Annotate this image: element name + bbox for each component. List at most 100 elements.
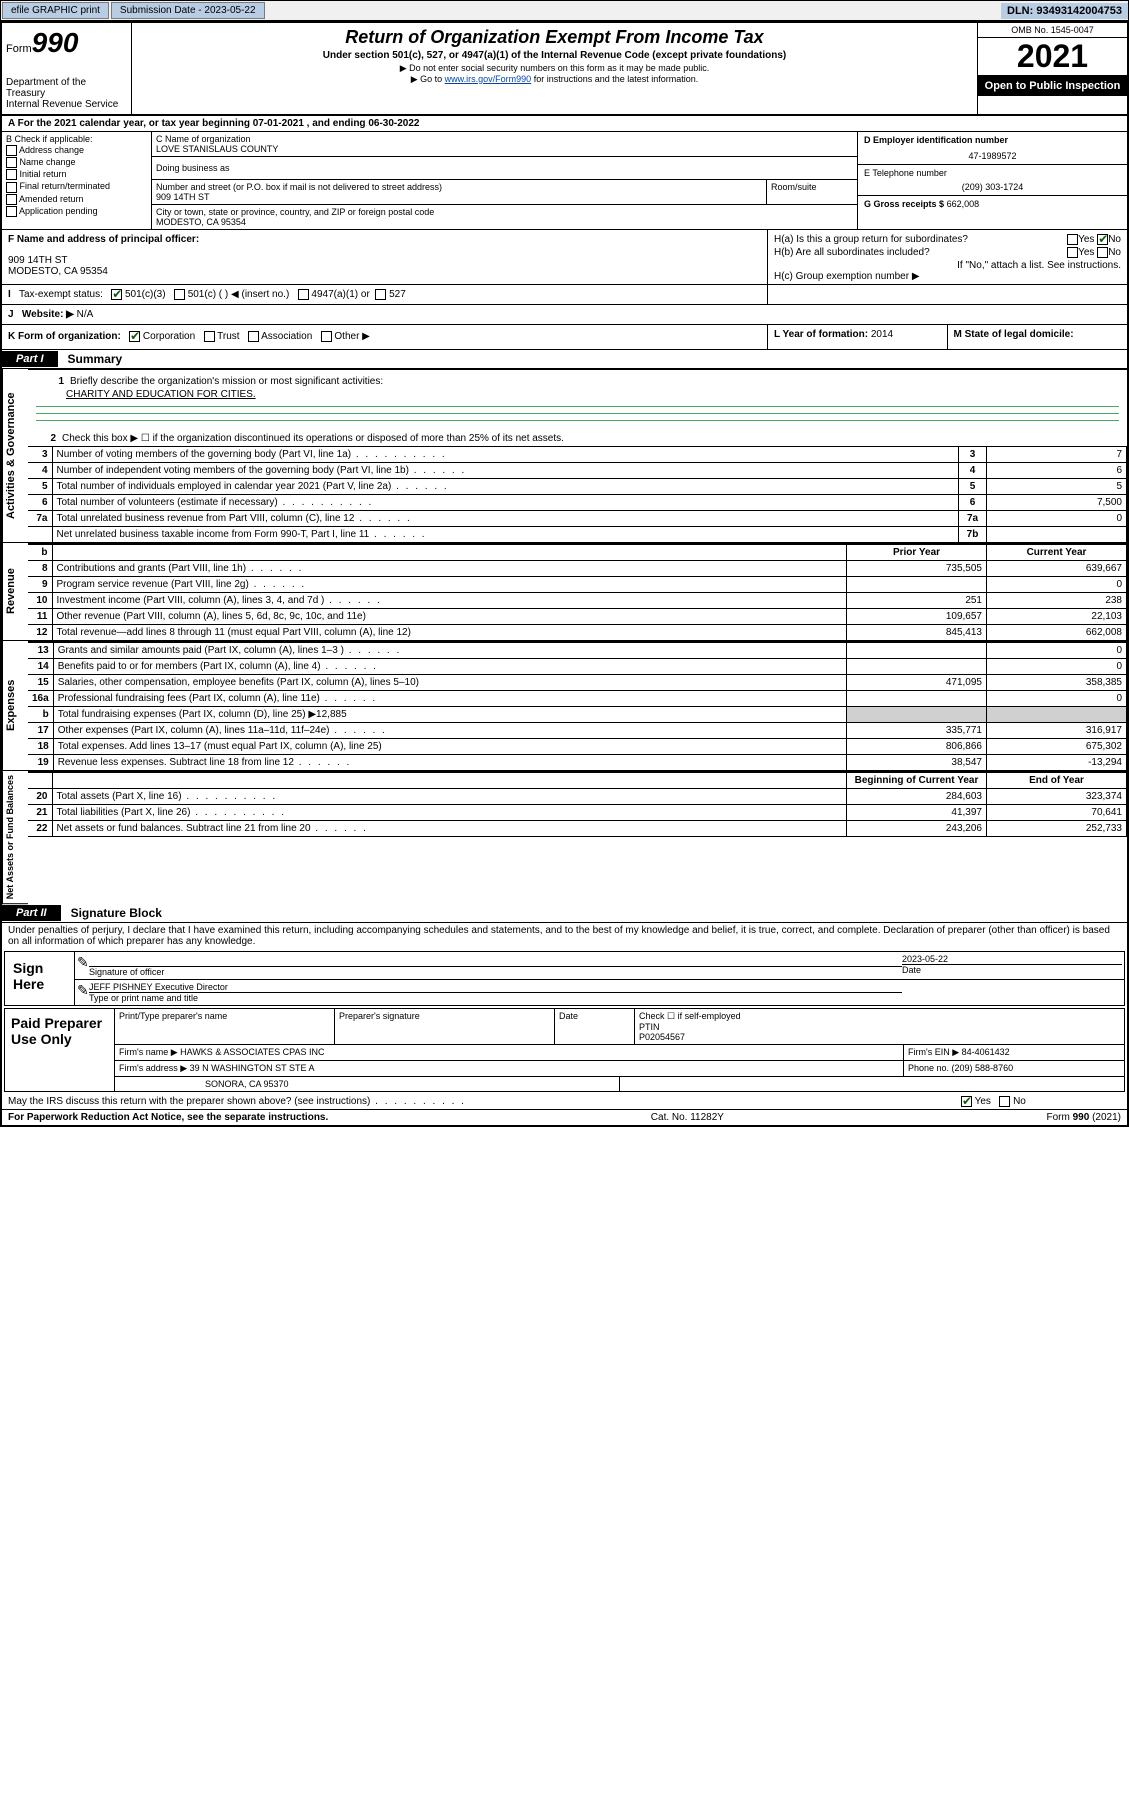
header-right: OMB No. 1545-0047 2021 Open to Public In… <box>977 23 1127 114</box>
may-irs-yes-checkbox[interactable] <box>961 1096 972 1107</box>
summary-body: Activities & Governance 1 Briefly descri… <box>2 369 1127 904</box>
self-employed-check: Check ☐ if self-employed <box>639 1011 1120 1022</box>
form-title: Return of Organization Exempt From Incom… <box>136 27 973 48</box>
net-assets-table: Beginning of Current YearEnd of Year 20T… <box>28 772 1127 837</box>
table-row: 13Grants and similar amounts paid (Part … <box>28 642 1127 658</box>
preparer-row-3: Firm's address ▶ 39 N WASHINGTON ST STE … <box>115 1061 1124 1077</box>
firm-city: SONORA, CA 95370 <box>115 1077 620 1091</box>
part-ii-badge: Part II <box>2 905 61 921</box>
officer-name-label: Type or print name and title <box>89 992 902 1003</box>
net-assets-lines: Beginning of Current YearEnd of Year 20T… <box>28 771 1127 904</box>
hb-note: If "No," attach a list. See instructions… <box>774 260 1121 271</box>
firm-ein: Firm's EIN ▶ 84-4061432 <box>904 1045 1124 1060</box>
chk-name-change[interactable]: Name change <box>6 157 147 168</box>
preparer-ptin-cell: Check ☐ if self-employed PTINP02054567 <box>635 1009 1124 1044</box>
table-row: 3Number of voting members of the governi… <box>28 446 1127 462</box>
chk-4947a1[interactable] <box>298 289 309 300</box>
preparer-row-4: SONORA, CA 95370 <box>115 1077 1124 1091</box>
chk-527[interactable] <box>375 289 386 300</box>
chk-association[interactable] <box>248 331 259 342</box>
may-irs-no-checkbox[interactable] <box>999 1096 1010 1107</box>
header-left: Form990 Department of the Treasury Inter… <box>2 23 132 114</box>
table-row: 10Investment income (Part VIII, column (… <box>28 592 1127 608</box>
sign-date-label: Date <box>902 964 1122 975</box>
box-c: C Name of organization LOVE STANISLAUS C… <box>152 132 857 229</box>
table-row: 20Total assets (Part X, line 16)284,6033… <box>28 788 1127 804</box>
ha-label: H(a) Is this a group return for subordin… <box>774 234 968 245</box>
part-ii-title: Signature Block <box>61 904 172 922</box>
mission-text: CHARITY AND EDUCATION FOR CITIES. <box>36 389 1119 400</box>
org-name-value: LOVE STANISLAUS COUNTY <box>156 144 853 154</box>
part-i-title: Summary <box>58 350 133 368</box>
street-cell: Number and street (or P.O. box if mail i… <box>152 180 767 205</box>
table-row: 6Total number of volunteers (estimate if… <box>28 494 1127 510</box>
form-990-footer: Form 990 (2021) <box>1047 1112 1121 1123</box>
chk-address-change[interactable]: Address change <box>6 145 147 156</box>
table-row: 17Other expenses (Part IX, column (A), l… <box>28 722 1127 738</box>
dln-label: DLN: 93493142004753 <box>1001 3 1128 19</box>
firm-address: Firm's address ▶ 39 N WASHINGTON ST STE … <box>115 1061 904 1076</box>
omb-number: OMB No. 1545-0047 <box>978 23 1127 38</box>
chk-application-pending[interactable]: Application pending <box>6 206 147 217</box>
gross-receipts-cell: G Gross receipts $ 662,008 <box>858 196 1127 212</box>
perjury-declaration: Under penalties of perjury, I declare th… <box>2 923 1127 949</box>
pen-icon: ✎ <box>77 982 89 1003</box>
revenue-lines: bPrior YearCurrent Year 8Contributions a… <box>28 543 1127 641</box>
table-row: 7aTotal unrelated business revenue from … <box>28 510 1127 526</box>
h-c-row: H(c) Group exemption number ▶ <box>774 271 1121 282</box>
page-footer: For Paperwork Reduction Act Notice, see … <box>2 1109 1127 1125</box>
governance-lines: 1 Briefly describe the organization's mi… <box>28 369 1127 543</box>
irs-label: Internal Revenue Service <box>6 99 127 110</box>
ptin-value: P02054567 <box>639 1032 685 1042</box>
chk-501c[interactable] <box>174 289 185 300</box>
go-to-suffix: for instructions and the latest informat… <box>531 74 698 84</box>
ein-cell: D Employer identification number 47-1989… <box>858 132 1127 165</box>
line-1-text: Briefly describe the organization's miss… <box>70 376 1115 387</box>
row-j: J Website: ▶ N/A <box>2 305 1127 325</box>
city-label: City or town, state or province, country… <box>156 207 853 217</box>
k-label: K Form of organization: <box>8 332 121 343</box>
sign-date: 2023-05-22 Date <box>902 954 1122 977</box>
chk-initial-return[interactable]: Initial return <box>6 169 147 180</box>
street-label: Number and street (or P.O. box if mail i… <box>156 182 762 192</box>
cat-number: Cat. No. 11282Y <box>651 1112 724 1123</box>
chk-other[interactable] <box>321 331 332 342</box>
principal-officer-label: F Name and address of principal officer: <box>8 234 199 245</box>
ha-yes-checkbox[interactable] <box>1067 234 1078 245</box>
pen-icon: ✎ <box>77 954 89 977</box>
table-row: 21Total liabilities (Part X, line 26)41,… <box>28 804 1127 820</box>
chk-corporation[interactable] <box>129 331 140 342</box>
open-to-public: Open to Public Inspection <box>978 76 1127 96</box>
chk-final-return[interactable]: Final return/terminated <box>6 181 147 192</box>
vtab-net-assets: Net Assets or Fund Balances <box>2 771 28 904</box>
table-header: bPrior YearCurrent Year <box>28 544 1127 560</box>
tax-year: 2021 <box>978 38 1127 76</box>
website-value: N/A <box>77 309 94 320</box>
table-row: 16aProfessional fundraising fees (Part I… <box>28 690 1127 706</box>
dba-cell: Doing business as <box>152 157 857 180</box>
chk-501c3[interactable] <box>111 289 122 300</box>
governance-table: 3Number of voting members of the governi… <box>28 446 1127 543</box>
city-cell: City or town, state or province, country… <box>152 205 857 229</box>
chk-amended-return[interactable]: Amended return <box>6 194 147 205</box>
signature-line: Signature of officer <box>89 966 902 977</box>
ptin-label: PTIN <box>639 1022 660 1032</box>
ha-no-checkbox[interactable] <box>1097 234 1108 245</box>
line-2-text: Check this box ▶ ☐ if the organization d… <box>62 433 1123 444</box>
street-value: 909 14TH ST <box>156 192 762 202</box>
revenue-table: bPrior YearCurrent Year 8Contributions a… <box>28 544 1127 641</box>
form-990-page: Form990 Department of the Treasury Inter… <box>0 21 1129 1127</box>
subtitle-2: ▶ Do not enter social security numbers o… <box>136 63 973 74</box>
table-row: 12Total revenue—add lines 8 through 11 (… <box>28 624 1127 640</box>
officer-name-value: JEFF PISHNEY Executive Director <box>89 982 902 992</box>
form-header: Form990 Department of the Treasury Inter… <box>2 23 1127 116</box>
irs-link[interactable]: www.irs.gov/Form990 <box>445 74 532 84</box>
row-i: I Tax-exempt status: 501(c)(3) 501(c) ( … <box>2 285 1127 305</box>
dept-treasury: Department of the Treasury <box>6 77 127 99</box>
hb-yes-checkbox[interactable] <box>1067 247 1078 258</box>
header-center: Return of Organization Exempt From Incom… <box>132 23 977 114</box>
chk-trust[interactable] <box>204 331 215 342</box>
subtitle-3: ▶ Go to www.irs.gov/Form990 for instruct… <box>136 74 973 85</box>
table-row: 4Number of independent voting members of… <box>28 462 1127 478</box>
hb-no-checkbox[interactable] <box>1097 247 1108 258</box>
